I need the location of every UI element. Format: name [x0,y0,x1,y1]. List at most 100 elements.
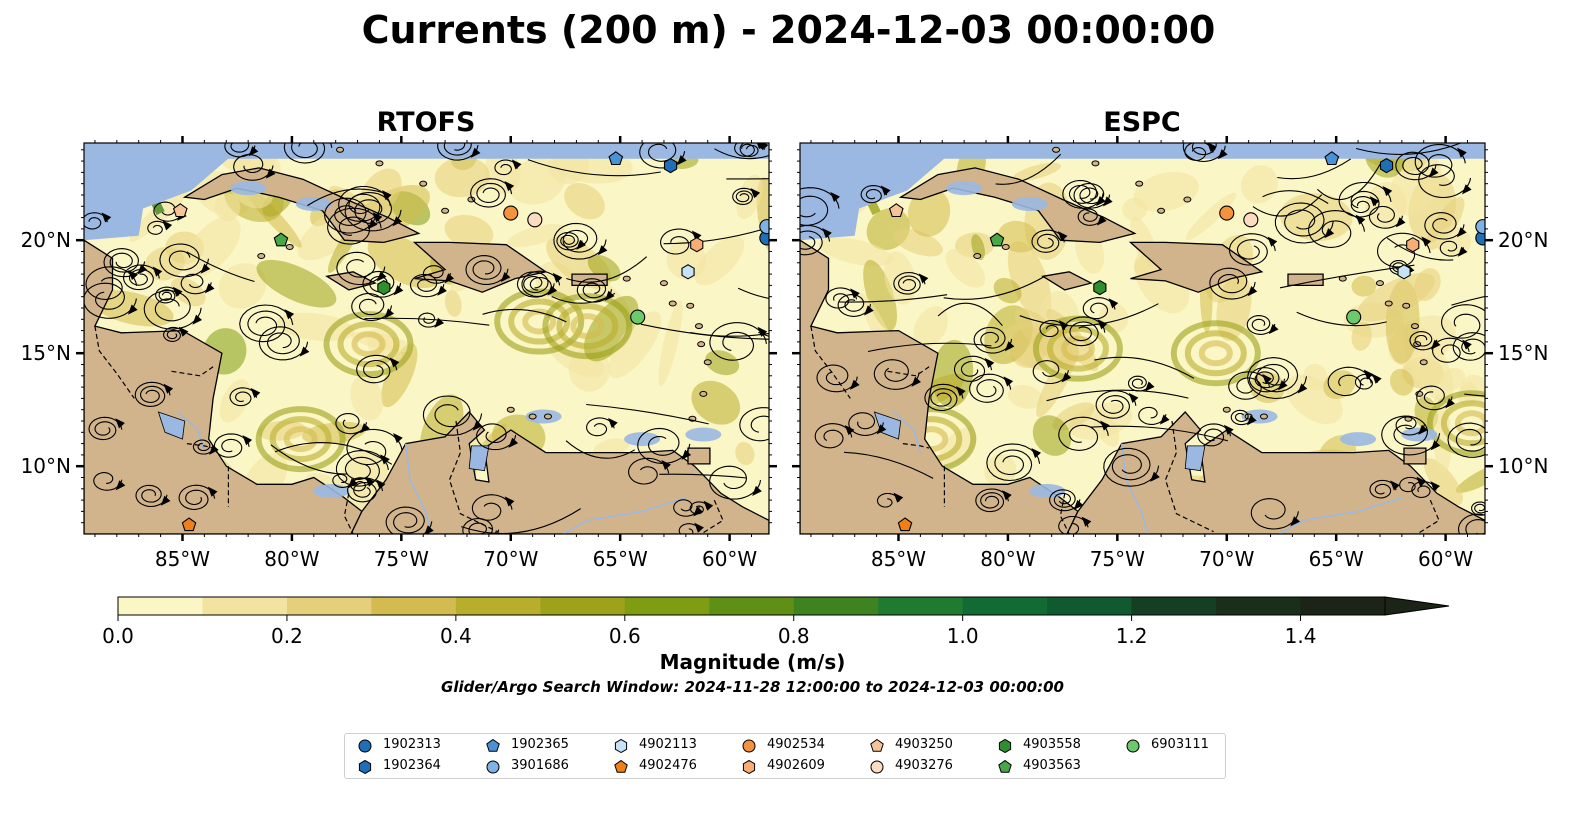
streamline-arrow [1003,376,1014,387]
magnitude-contour [1014,307,1075,366]
streamline [860,185,888,204]
streamline [283,143,333,164]
streamline [213,433,250,458]
legend-label: 4902113 [639,737,697,752]
streamline-arrow [1128,392,1139,403]
streamline-arrow [955,386,966,397]
river [893,411,922,453]
island [703,359,712,366]
magnitude-contour [1012,162,1062,181]
streamline-arrow [918,273,929,284]
magnitude-contour [913,306,948,348]
streamline [1308,210,1366,248]
land-jamaica [1041,271,1093,291]
magnitude-contour [214,193,241,222]
streamline [153,201,184,222]
magnitude-contour [907,188,951,237]
eddy-ring [1184,330,1247,377]
streamline-arrow [248,146,259,157]
streamline-arrow [849,379,860,390]
panel-title-rtofs: RTOFS [376,107,476,138]
streamline [1277,158,1352,180]
streamline [660,228,700,255]
colorbar: 0.0 0.2 0.4 0.6 0.8 1.0 1.2 1.4 [102,596,1450,648]
streamline [843,451,934,479]
shelf-water [313,484,350,499]
streamline-arrow [830,191,840,202]
streamline [84,212,108,230]
shelf-water [230,181,267,196]
streamline [1138,406,1167,425]
legend-label: 4902476 [639,758,697,773]
streamline-arrow [1267,236,1278,247]
land-trinidad [1403,447,1427,465]
magnitude-contour [564,182,605,220]
streamline [134,381,171,407]
pentagon-marker-icon [870,738,884,752]
streamline [639,143,686,169]
streamline-arrow [444,273,455,284]
streamline [147,220,169,235]
float-6903111 [630,309,646,325]
streamline-arrow [1061,372,1072,383]
streamline [516,271,555,298]
pentagon-marker-icon [486,738,500,752]
float-4903563 [989,232,1005,247]
streamline [969,373,1012,403]
colorbar-segment [1131,597,1217,615]
streamline [1350,196,1377,214]
streamline [690,331,769,337]
streamline [159,243,210,278]
streamline [1418,164,1472,199]
streamline-arrow [1290,516,1301,527]
circle-marker-icon [742,739,756,753]
streamline-arrow [1246,415,1257,426]
x-tick-label: 75°W [1090,547,1145,571]
streamline [465,255,509,285]
shelf-water [685,427,722,442]
streamline [135,484,168,508]
float-4903558 [1093,279,1107,296]
streamline [1228,371,1270,400]
streamline [327,207,382,245]
streamline-arrow [911,376,922,387]
streamline-arrow [1395,217,1406,228]
circle-marker-icon [486,760,500,774]
streamline-arrow [1297,383,1308,394]
colorbar-frame [117,596,1386,616]
streamline-arrow [1390,480,1400,491]
eddy-ring [1032,315,1123,382]
float-4902534 [503,205,519,221]
streamline [1411,480,1437,498]
colorbar-tick-label: 0.0 [102,624,134,648]
streamline [1262,190,1329,204]
legend-label: 1902313 [383,737,441,752]
float-4903276 [1243,212,1259,228]
streamline-arrow [1461,184,1472,195]
streamline-arrow [434,317,445,328]
streamline [1354,373,1379,390]
streamline [1355,143,1463,155]
streamline-arrow [1421,236,1432,247]
streamline [737,287,769,299]
island [686,302,695,309]
streamline [437,143,479,161]
float-4902476 [897,517,913,532]
colorbar-segment [1216,597,1302,615]
streamline [800,187,840,226]
streamline-arrow [893,492,904,503]
search-window-text: Glider/Argo Search Window: 2024-11-28 12… [441,678,1064,696]
x-tick-label: 85°W [871,547,926,571]
land-puertorico [1287,273,1324,287]
land-hispaniola [1128,241,1264,293]
colorbar-tick-label: 1.4 [1285,624,1317,648]
streamline-arrow [676,155,687,166]
magnitude-contour [705,350,740,376]
streamline [462,517,500,534]
island [1259,413,1268,420]
streamline-arrow [1493,532,1506,545]
float-4902113 [681,264,695,280]
streamline [418,312,441,328]
streamline [837,294,872,317]
shelf-water [525,409,562,424]
